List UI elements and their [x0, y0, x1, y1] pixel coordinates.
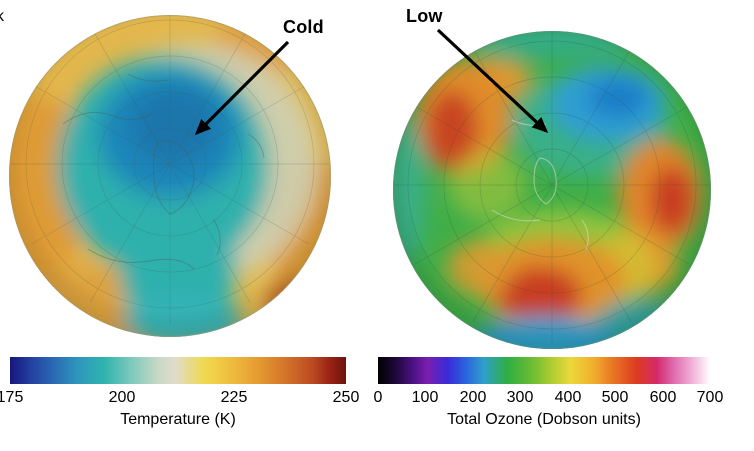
cold-annotation-label: Cold — [283, 17, 324, 37]
tick-label: 300 — [506, 389, 534, 406]
stray-char: k — [0, 8, 4, 25]
tick-label: 700 — [696, 389, 724, 406]
tick-label: 200 — [459, 389, 487, 406]
tick-label: 200 — [108, 389, 136, 406]
globe-rim — [393, 31, 711, 349]
temperature-axis-label: Temperature (K) — [120, 411, 236, 428]
tick-label: 100 — [411, 389, 439, 406]
ozone-colorbar — [378, 357, 710, 384]
temperature-colorbar — [10, 357, 346, 384]
limb-shading — [393, 31, 711, 349]
limb-shading — [9, 15, 331, 337]
tick-label: 400 — [554, 389, 582, 406]
temperature-globe — [9, 15, 331, 337]
tick-label: 500 — [601, 389, 629, 406]
tick-label: 175 — [0, 389, 24, 406]
tick-label: 250 — [332, 389, 360, 406]
tick-label: 225 — [220, 389, 248, 406]
tick-label: 600 — [649, 389, 677, 406]
ozone-globe — [393, 31, 711, 349]
tick-label: 0 — [373, 389, 383, 406]
ozone-axis-label: Total Ozone (Dobson units) — [447, 411, 641, 428]
low-annotation-label: Low — [406, 6, 443, 26]
globe-rim — [9, 15, 331, 337]
